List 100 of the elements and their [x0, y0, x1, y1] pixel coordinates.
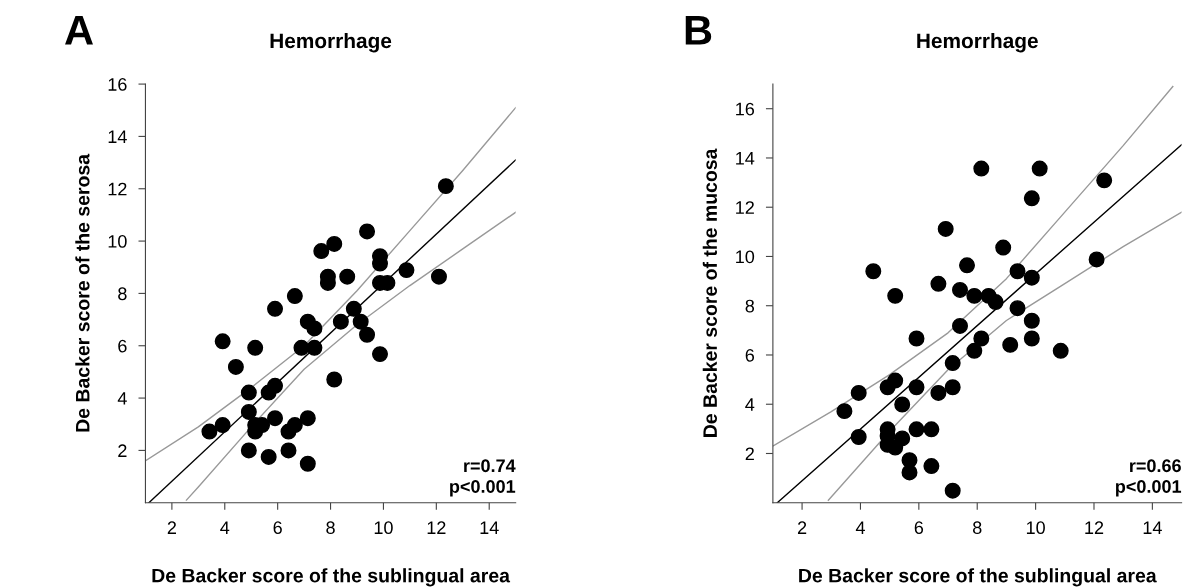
- chart-title: Hemorrhage: [270, 32, 392, 53]
- point: [908, 421, 925, 438]
- point: [1031, 160, 1048, 177]
- x-tick-label: 10: [1026, 521, 1045, 535]
- x-tick-label: 6: [914, 521, 924, 535]
- point: [923, 421, 940, 438]
- point: [214, 333, 231, 350]
- point: [930, 384, 947, 401]
- point: [345, 300, 362, 317]
- point: [987, 294, 1004, 311]
- point: [966, 287, 983, 304]
- point: [894, 430, 911, 447]
- point: [937, 220, 954, 237]
- point: [995, 239, 1012, 256]
- y-tick-label: 12: [736, 201, 754, 214]
- point: [923, 458, 940, 475]
- y-tick-label: 12: [108, 182, 127, 196]
- point: [1009, 263, 1026, 280]
- y-tick-label: 8: [118, 287, 127, 301]
- point: [430, 268, 447, 285]
- point: [359, 223, 376, 240]
- y-tick-label: 10: [108, 235, 127, 248]
- point: [313, 243, 330, 260]
- point: [1096, 172, 1113, 189]
- point: [908, 379, 925, 396]
- point: [1023, 269, 1040, 286]
- x-tick-label: 12: [427, 521, 446, 534]
- point: [326, 235, 343, 252]
- x-tick-label: 6: [273, 521, 282, 535]
- x-tick-label: 8: [326, 521, 335, 535]
- point: [901, 464, 918, 481]
- point: [973, 330, 990, 347]
- point: [240, 384, 257, 401]
- line-series: [827, 211, 1182, 501]
- point: [201, 423, 218, 440]
- point: [286, 417, 303, 434]
- line-series: [772, 85, 1174, 447]
- annotation: r=0.74 p<0.001: [450, 459, 516, 497]
- y-tick-label: 6: [745, 348, 755, 362]
- line-series: [185, 211, 516, 501]
- text: B: [685, 15, 712, 45]
- point: [332, 313, 349, 330]
- x-tick-label: 14: [480, 521, 499, 534]
- y-tick-label: 16: [736, 102, 755, 116]
- text: A: [65, 15, 93, 45]
- point: [306, 320, 323, 337]
- y-tick-label: 4: [117, 392, 127, 405]
- chart-title: Hemorrhage: [917, 32, 1038, 53]
- point: [944, 379, 961, 396]
- point: [339, 268, 356, 285]
- point: [437, 178, 454, 195]
- point: [1088, 251, 1105, 268]
- point: [214, 417, 231, 434]
- point: [1023, 312, 1040, 329]
- point: [836, 403, 853, 420]
- point: [952, 317, 968, 334]
- point: [930, 275, 947, 292]
- point: [293, 339, 310, 356]
- point: [1052, 342, 1069, 359]
- point: [973, 160, 990, 177]
- point: [865, 263, 882, 280]
- point: [267, 410, 284, 427]
- y-tick-label: 4: [745, 398, 755, 411]
- point: [267, 300, 284, 317]
- point: [966, 342, 983, 359]
- point: [372, 346, 388, 363]
- point: [952, 281, 968, 298]
- x-tick-label: 10: [374, 521, 393, 535]
- x-tick-label: 4: [855, 521, 865, 534]
- point: [959, 257, 975, 274]
- x-tick-label: 12: [1085, 521, 1104, 534]
- point: [359, 326, 376, 343]
- y-tick-label: 16: [108, 78, 127, 91]
- y-tick-label: 6: [118, 339, 127, 353]
- point: [1009, 300, 1026, 317]
- point: [398, 262, 415, 279]
- y-axis-title: De Backer score of the mucosa: [702, 148, 718, 437]
- point: [908, 330, 925, 347]
- x-axis-title: De Backer score of the sublingual area: [799, 568, 1157, 587]
- y-tick-label: 2: [118, 444, 127, 457]
- point: [850, 428, 867, 445]
- point: [944, 482, 961, 499]
- y-tick-label: 14: [108, 130, 127, 143]
- point: [260, 448, 277, 465]
- x-tick-label: 8: [972, 521, 982, 535]
- point: [240, 442, 257, 459]
- point: [1002, 336, 1019, 353]
- point: [887, 287, 904, 304]
- point: [306, 339, 323, 356]
- x-axis-title: De Backer score of the sublingual area: [152, 568, 511, 587]
- point: [887, 372, 904, 389]
- point: [326, 371, 343, 388]
- x-tick-label: 2: [167, 521, 176, 534]
- point: [227, 358, 244, 375]
- annotation: r=0.66 p<0.001: [1116, 459, 1182, 497]
- y-tick-label: 2: [745, 447, 754, 461]
- point: [299, 455, 316, 472]
- y-tick-label: 10: [736, 250, 755, 264]
- point: [1023, 190, 1040, 207]
- y-tick-label: 14: [736, 152, 755, 165]
